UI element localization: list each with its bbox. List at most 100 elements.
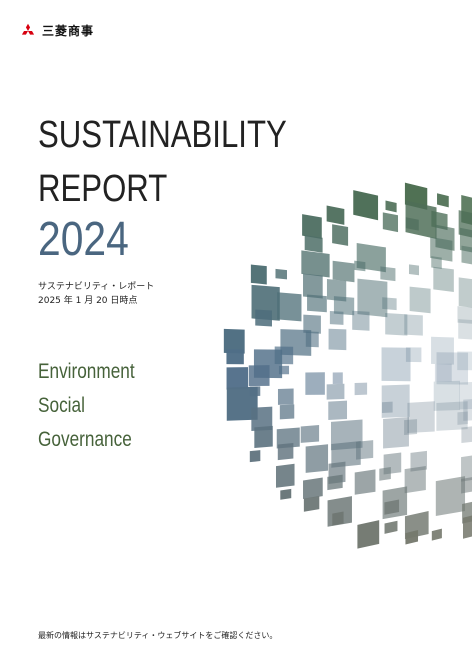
globe-tile xyxy=(279,404,295,420)
globe-tile xyxy=(383,416,409,449)
globe-tile xyxy=(332,372,343,384)
globe-tile xyxy=(326,383,345,400)
globe-tile xyxy=(303,314,321,334)
globe-tile xyxy=(223,328,245,354)
brand-name: 三菱商事 xyxy=(42,24,95,38)
globe-tile xyxy=(435,476,466,516)
globe-tile xyxy=(436,401,468,431)
globe-tile xyxy=(357,520,380,549)
globe-tile xyxy=(433,380,460,411)
globe-tile xyxy=(357,278,388,318)
globe-tile xyxy=(381,347,411,382)
globe-tile xyxy=(301,250,330,278)
globe-tile xyxy=(354,382,368,396)
globe-tile xyxy=(408,264,420,276)
globe-tile xyxy=(457,351,472,371)
globe-tile xyxy=(354,260,366,272)
esg-environment: Environment xyxy=(38,360,135,383)
globe-tile xyxy=(354,469,376,495)
globe-tile xyxy=(328,328,347,351)
globe-tile xyxy=(385,200,397,213)
globe-tile xyxy=(380,266,396,282)
globe-tile xyxy=(329,311,344,325)
globe-tile xyxy=(431,336,454,365)
globe-tile xyxy=(405,217,419,231)
globe-tile xyxy=(326,205,345,225)
globe-tile xyxy=(307,294,327,313)
globe-tile xyxy=(461,426,472,444)
globe-tile xyxy=(333,296,355,316)
globe-tile xyxy=(461,476,472,494)
globe-tile xyxy=(275,268,287,280)
globe-tile xyxy=(305,372,325,395)
globe-tile xyxy=(382,297,397,311)
globe-tile xyxy=(277,292,302,322)
globe-tile xyxy=(385,313,408,336)
globe-tile xyxy=(409,286,431,314)
globe-tile xyxy=(384,520,398,534)
globe-tile xyxy=(300,425,320,443)
globe-tile xyxy=(434,363,452,382)
globe-tile xyxy=(303,273,323,299)
globe-tile xyxy=(433,266,454,293)
report-title: SUSTAINABILITY REPORT xyxy=(38,108,287,216)
globe-tile xyxy=(430,236,453,262)
report-title-line2: REPORT xyxy=(38,168,168,210)
brand-header: 三菱商事 xyxy=(20,22,94,39)
globe-tile xyxy=(327,474,343,491)
globe-tile xyxy=(277,442,294,461)
report-subtitle: サステナビリティ・レポート 2025 年 1 月 20 日時点 xyxy=(38,280,154,308)
globe-tile xyxy=(331,440,361,468)
globe-tile xyxy=(226,349,244,365)
globe-tile xyxy=(382,212,399,233)
globe-tile xyxy=(463,398,472,421)
globe-tile xyxy=(303,477,323,500)
globe-tile xyxy=(250,264,267,285)
globe-tile xyxy=(404,465,426,494)
globe-tile xyxy=(353,190,379,221)
globe-tile xyxy=(458,319,472,340)
globe-tile xyxy=(276,427,300,449)
globe-tile xyxy=(274,346,294,365)
globe-tile xyxy=(437,193,449,208)
report-year: 2024 xyxy=(38,213,129,266)
globe-tile xyxy=(405,530,419,545)
footer-note: 最新の情報はサステナビリティ・ウェブサイトをご確認ください。 xyxy=(38,631,278,640)
globe-tile xyxy=(254,425,273,448)
globe-tile xyxy=(226,367,249,390)
globe-tile xyxy=(249,450,261,463)
globe-tile xyxy=(251,406,273,432)
globe-tile xyxy=(407,401,435,434)
globe-tile xyxy=(457,306,472,325)
globe-tile xyxy=(278,365,290,375)
globe-tile xyxy=(431,256,442,270)
globe-tile xyxy=(305,331,319,348)
globe-tile xyxy=(226,386,258,421)
globe-tile xyxy=(277,388,294,405)
globe-tile xyxy=(332,511,344,526)
esg-list: Environment Social Governance xyxy=(38,355,135,457)
globe-tile xyxy=(280,488,292,500)
globe-tile xyxy=(404,419,418,436)
globe-tile xyxy=(381,401,393,414)
esg-social: Social xyxy=(38,394,85,417)
esg-governance: Governance xyxy=(38,428,132,451)
subtitle-date: 2025 年 1 月 20 日時点 xyxy=(38,296,138,306)
globe-tile xyxy=(249,386,261,397)
globe-tile xyxy=(404,314,423,336)
globe-tile xyxy=(384,499,400,515)
globe-tile xyxy=(356,440,374,460)
globe-tile xyxy=(405,347,422,363)
globe-tile xyxy=(302,214,322,240)
report-title-line1: SUSTAINABILITY xyxy=(38,114,287,156)
globe-tile xyxy=(458,277,472,310)
globe-tile xyxy=(248,365,270,387)
globe-tile xyxy=(381,384,410,418)
globe-tile xyxy=(305,444,329,473)
globe-tile xyxy=(431,210,448,231)
globe-tile xyxy=(436,352,469,385)
globe-tile xyxy=(431,528,442,541)
globe-tile xyxy=(326,278,347,302)
globe-tile xyxy=(352,310,370,331)
